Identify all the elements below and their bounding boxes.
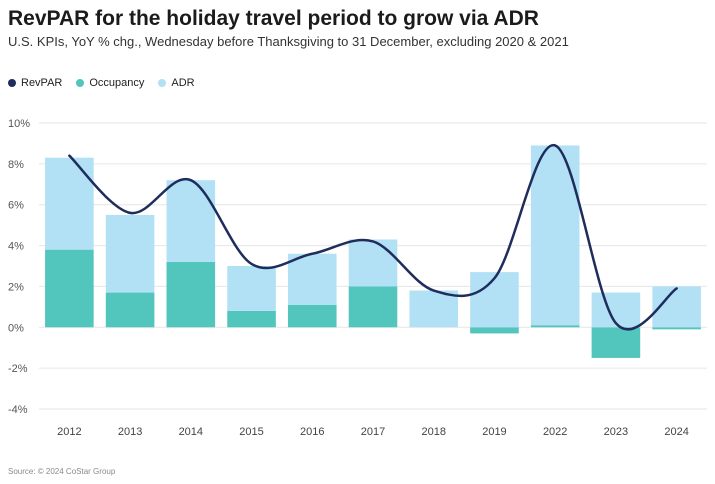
adr-bar <box>166 180 216 262</box>
occupancy-bar <box>105 292 155 328</box>
legend-swatch-occupancy <box>76 79 85 87</box>
occupancy-bar <box>591 327 641 358</box>
x-tick-label: 2016 <box>300 426 324 438</box>
y-tick-label: 10% <box>8 118 30 130</box>
occupancy-bar <box>652 327 701 330</box>
occupancy-bar <box>227 310 276 328</box>
occupancy-bar <box>470 327 519 334</box>
y-tick-label: -2% <box>8 363 28 375</box>
y-tick-label: 8% <box>8 159 24 171</box>
legend-swatch-revpar <box>8 79 16 87</box>
adr-bar <box>530 145 580 326</box>
y-tick-label: 4% <box>8 241 24 253</box>
chart-subtitle: U.S. KPIs, YoY % chg., Wednesday before … <box>8 34 569 49</box>
adr-bar <box>409 290 459 328</box>
legend-label-revpar: RevPAR <box>21 77 63 89</box>
adr-bar <box>227 266 276 311</box>
x-tick-label: 2014 <box>179 426 203 438</box>
chart-title: RevPAR for the holiday travel period to … <box>8 7 539 30</box>
occupancy-bar <box>530 325 580 328</box>
y-tick-label: 0% <box>8 322 24 334</box>
legend-item-revpar: RevPAR <box>8 77 62 89</box>
x-tick-label: 2018 <box>421 426 445 438</box>
occupancy-bar <box>287 304 337 328</box>
legend-label-occupancy: Occupancy <box>89 77 145 89</box>
x-tick-label: 2015 <box>239 426 263 438</box>
x-tick-label: 2023 <box>604 426 628 438</box>
adr-bar <box>287 253 337 305</box>
x-tick-label: 2024 <box>664 426 688 438</box>
y-tick-label: 2% <box>8 281 24 293</box>
occupancy-bar <box>166 261 216 328</box>
adr-bar <box>105 214 155 293</box>
y-tick-label: 6% <box>8 200 24 212</box>
revpar-line <box>68 144 678 331</box>
occupancy-bar <box>45 249 94 328</box>
legend-label-adr: ADR <box>171 77 195 89</box>
adr-bar <box>470 272 519 328</box>
source-note: Source: © 2024 CoStar Group <box>8 467 116 476</box>
x-tick-label: 2012 <box>57 426 81 438</box>
y-tick-label: -4% <box>8 404 28 416</box>
legend-item-adr: ADR <box>158 77 195 89</box>
adr-bar <box>45 157 94 250</box>
x-tick-label: 2022 <box>543 426 567 438</box>
adr-bar <box>348 239 398 287</box>
legend-swatch-adr <box>158 79 167 87</box>
x-tick-label: 2019 <box>482 426 506 438</box>
legend: RevPAR Occupancy ADR <box>8 77 195 89</box>
occupancy-bar <box>348 286 398 328</box>
x-tick-label: 2013 <box>118 426 142 438</box>
x-tick-label: 2017 <box>361 426 385 438</box>
legend-item-occupancy: Occupancy <box>76 77 144 89</box>
